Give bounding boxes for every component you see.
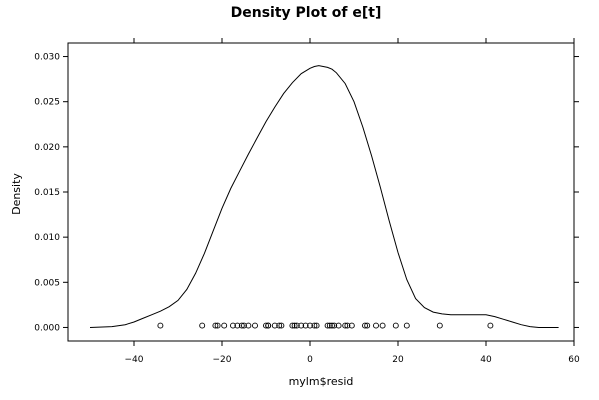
data-point	[278, 322, 285, 329]
y-tick-label: 0.005	[34, 278, 60, 288]
x-tick-label: −40	[125, 355, 144, 365]
data-point	[241, 322, 247, 329]
data-point	[263, 322, 269, 329]
data-point	[234, 322, 241, 329]
data-point	[271, 322, 278, 329]
data-point	[238, 322, 245, 329]
data-point	[276, 322, 283, 329]
density-curve	[89, 65, 559, 328]
data-point	[302, 322, 309, 329]
data-point	[362, 322, 368, 329]
data-point	[329, 322, 335, 329]
y-axis: 0.000 0.005 0.010 0.015 0.020 0.025 0.030	[34, 53, 579, 333]
data-point	[326, 322, 333, 329]
data-point	[331, 322, 338, 329]
y-tick-label: 0.010	[34, 233, 60, 243]
plot-frame	[67, 42, 575, 342]
y-tick-label: 0.000	[34, 323, 60, 333]
data-point	[307, 322, 313, 329]
data-point	[487, 322, 494, 329]
data-point	[230, 322, 236, 329]
data-point	[335, 322, 342, 329]
data-point	[311, 322, 318, 329]
data-point	[379, 322, 386, 329]
data-point	[436, 322, 443, 329]
data-point	[348, 322, 355, 329]
chart-title: Density Plot of e[t]	[231, 5, 382, 21]
data-point	[403, 322, 410, 329]
y-tick-label: 0.020	[34, 143, 60, 153]
data-point	[342, 322, 349, 329]
data-point	[364, 322, 371, 329]
x-tick-label: 40	[480, 355, 492, 365]
data-point	[373, 322, 379, 329]
data-point	[324, 322, 331, 329]
y-tick-label: 0.025	[34, 98, 60, 108]
x-axis-label: mylm$resid	[289, 375, 354, 388]
data-point	[392, 322, 399, 329]
x-tick-label: −20	[213, 355, 232, 365]
x-tick-label: 0	[307, 355, 313, 365]
x-axis: −40 −20 0 20 40 60	[125, 38, 580, 365]
data-point	[212, 322, 219, 329]
y-tick-label: 0.030	[34, 53, 60, 63]
data-point	[344, 322, 351, 329]
rug-points	[157, 322, 494, 329]
data-point	[289, 322, 296, 329]
data-point	[199, 322, 206, 329]
data-point	[293, 322, 300, 329]
data-point	[245, 322, 252, 329]
y-axis-label: Density	[10, 173, 23, 215]
y-tick-label: 0.015	[34, 188, 60, 198]
data-point	[221, 322, 228, 329]
data-point	[313, 322, 320, 329]
data-point	[252, 322, 258, 329]
data-point	[265, 322, 272, 329]
data-point	[157, 322, 164, 329]
x-tick-label: 60	[568, 355, 580, 365]
data-point	[291, 322, 298, 329]
data-point	[214, 322, 221, 329]
data-point	[298, 322, 305, 329]
x-tick-label: 20	[392, 355, 404, 365]
